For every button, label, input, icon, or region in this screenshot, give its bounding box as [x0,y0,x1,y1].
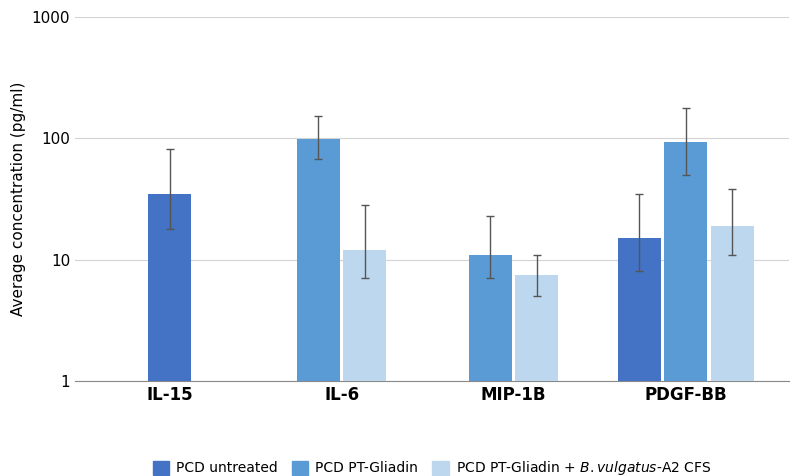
Bar [664,142,707,476]
Legend: PCD untreated, PCD PT-Gliadin, PCD PT-Gliadin + $\it{B. vulgatus}$-A2 CFS: PCD untreated, PCD PT-Gliadin, PCD PT-Gl… [147,454,717,476]
Bar [618,238,661,476]
Bar [148,194,191,476]
Bar [710,226,754,476]
Y-axis label: Average concentration (pg/ml): Average concentration (pg/ml) [11,82,26,316]
Bar [515,275,558,476]
Bar [343,250,386,476]
Bar [469,255,512,476]
Bar [297,139,340,476]
